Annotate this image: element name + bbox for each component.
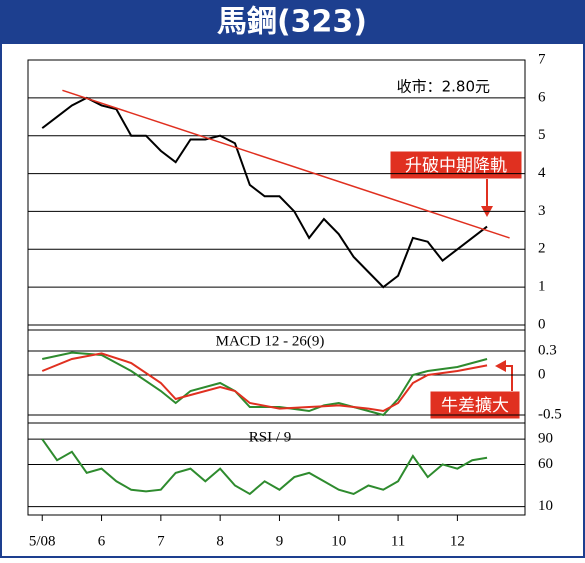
arrow-head — [495, 360, 506, 372]
y-tick-label: 4 — [538, 165, 546, 181]
y-tick-label: 0 — [538, 316, 546, 332]
panel-title: RSI / 9 — [249, 429, 292, 445]
y-tick-label: 60 — [538, 456, 553, 472]
y-tick-label: 3 — [538, 203, 546, 219]
trend-line — [62, 89, 510, 239]
y-tick-label: 7 — [538, 51, 546, 67]
annotation: 升破中期降軌 — [405, 156, 507, 176]
x-tick-label: 10 — [331, 533, 346, 549]
y-tick-label: 6 — [538, 89, 546, 105]
series-line — [41, 96, 488, 289]
series-line — [41, 438, 488, 496]
y-tick-label: 5 — [538, 127, 546, 143]
y-tick-label: 0 — [538, 366, 546, 382]
y-tick-label: 0.3 — [538, 342, 557, 358]
title-bar — [0, 0, 585, 44]
arrow — [505, 365, 513, 391]
y-tick-label: 90 — [538, 431, 553, 447]
x-tick-label: 11 — [391, 533, 405, 549]
x-tick-label: 8 — [216, 533, 224, 549]
close-label: 收市：2.80元 — [397, 78, 490, 96]
annotation-box — [429, 390, 521, 420]
x-tick-label: 6 — [98, 533, 106, 549]
y-tick-label: -0.5 — [538, 406, 562, 422]
x-tick-label: 7 — [157, 533, 165, 549]
y-tick-label: 10 — [538, 498, 553, 514]
series-line — [42, 351, 488, 417]
x-tick-label: 9 — [276, 533, 284, 549]
annotation: 牛差擴大 — [441, 396, 509, 416]
annotation-box — [389, 150, 523, 180]
panel-title: MACD 12 - 26(9) — [216, 333, 325, 349]
y-tick-label: 1 — [538, 279, 546, 295]
x-tick-label: 12 — [450, 533, 465, 549]
series-line — [41, 352, 488, 413]
x-tick-label: 5/08 — [29, 533, 56, 549]
chart-title: 馬鋼(323) — [217, 5, 367, 40]
y-tick-label: 2 — [538, 241, 546, 257]
